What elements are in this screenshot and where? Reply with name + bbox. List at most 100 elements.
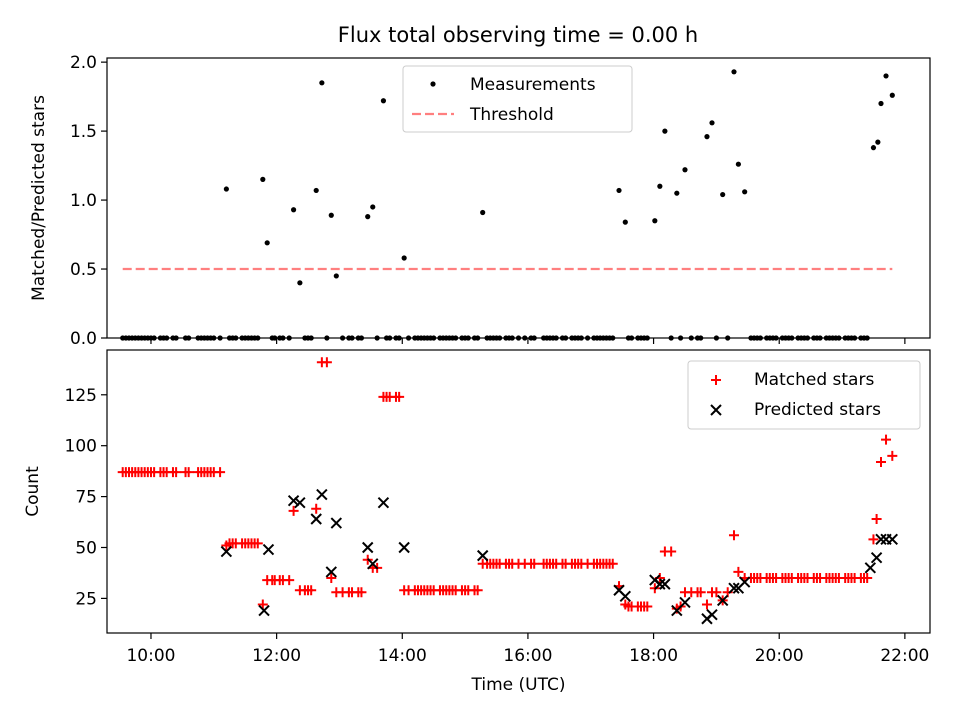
y-tick-label: 0.0 (70, 329, 97, 349)
data-point (311, 503, 322, 514)
legend-box (402, 65, 633, 133)
y-tick-label: 2.0 (70, 53, 97, 73)
data-point (365, 214, 371, 220)
data-point (215, 467, 226, 478)
x-tick-label: 10:00 (126, 646, 175, 666)
data-point (288, 505, 299, 516)
y-tick-label: 75 (75, 488, 97, 508)
data-point (262, 543, 275, 556)
data-point (321, 357, 332, 368)
data-point (662, 128, 668, 134)
data-point (220, 545, 233, 558)
data-point (659, 578, 671, 590)
x-axis-label: Time (UTC) (471, 675, 566, 695)
legend-box (687, 360, 921, 430)
data-point (325, 566, 337, 578)
data-point (313, 187, 319, 194)
data-point (316, 488, 328, 501)
data-point (319, 80, 325, 86)
series-measurements (120, 69, 895, 341)
data-point (870, 551, 883, 564)
data-point (377, 496, 390, 509)
series-predicted-stars (220, 488, 899, 625)
data-point (398, 541, 410, 554)
series-matched-stars (117, 357, 898, 614)
data-point (294, 496, 306, 509)
data-point (657, 183, 663, 189)
data-point (706, 608, 718, 621)
data-point (380, 98, 387, 104)
y-tick-label: 125 (65, 386, 97, 406)
data-point (868, 534, 879, 545)
data-point (622, 219, 628, 225)
data-point (476, 549, 489, 562)
legend: Matched stars Predicted stars (687, 360, 921, 430)
legend-label: Predicted stars (754, 400, 881, 420)
data-point (709, 120, 715, 126)
data-point (735, 161, 741, 167)
data-point (370, 204, 376, 210)
legend-label: Measurements (470, 75, 596, 95)
data-point (682, 167, 688, 173)
data-point (257, 599, 268, 610)
data-point (679, 596, 691, 609)
data-point (264, 240, 270, 246)
data-point (728, 582, 740, 594)
data-point (328, 212, 334, 218)
x-tick-label: 16:00 (503, 646, 552, 666)
data-point (326, 573, 337, 584)
y-tick-label: 1.5 (70, 122, 97, 142)
data-point (290, 207, 297, 213)
data-point (886, 533, 899, 546)
data-point (728, 530, 739, 541)
data-point (310, 513, 322, 525)
data-point (394, 391, 405, 402)
data-point (171, 467, 182, 478)
legend-marker (430, 81, 436, 87)
y-tick-label: 1.0 (70, 191, 97, 211)
y-tick-label: 50 (75, 538, 97, 558)
data-point (889, 92, 895, 98)
data-point (607, 558, 618, 569)
data-point (878, 100, 884, 107)
legend-label: Threshold (469, 105, 554, 125)
y-axis-label: Count (23, 466, 43, 517)
data-point (252, 538, 263, 549)
data-point (333, 273, 339, 279)
data-point (862, 573, 873, 584)
data-point (642, 601, 653, 612)
data-point (362, 541, 374, 554)
data-point (875, 139, 881, 145)
data-point (733, 566, 744, 577)
data-point (619, 590, 632, 603)
data-point (472, 585, 483, 596)
data-point (258, 604, 270, 617)
data-point (883, 73, 889, 79)
y-axis-label: Matched/Predicted stars (29, 95, 49, 301)
data-point (306, 585, 317, 596)
data-point (887, 450, 898, 461)
data-point (742, 189, 748, 195)
data-point (367, 558, 379, 570)
data-point (881, 434, 892, 445)
legend: Measurements Threshold (402, 65, 633, 133)
data-point (738, 576, 751, 588)
axes-frame (106, 349, 931, 634)
data-point (223, 186, 229, 192)
data-point (287, 494, 300, 507)
data-point (695, 587, 706, 598)
data-point (666, 546, 677, 557)
data-point (529, 558, 540, 569)
data-point (871, 513, 882, 524)
data-point (652, 218, 658, 224)
data-point (183, 467, 194, 478)
data-point (701, 599, 712, 610)
data-point (297, 280, 303, 286)
data-point (704, 134, 710, 140)
legend-marker (710, 404, 722, 416)
data-point (356, 587, 367, 598)
data-point (711, 587, 722, 598)
y-tick-label: 0.5 (70, 260, 97, 280)
x-tick-label: 20:00 (755, 646, 804, 666)
data-point (260, 176, 266, 182)
